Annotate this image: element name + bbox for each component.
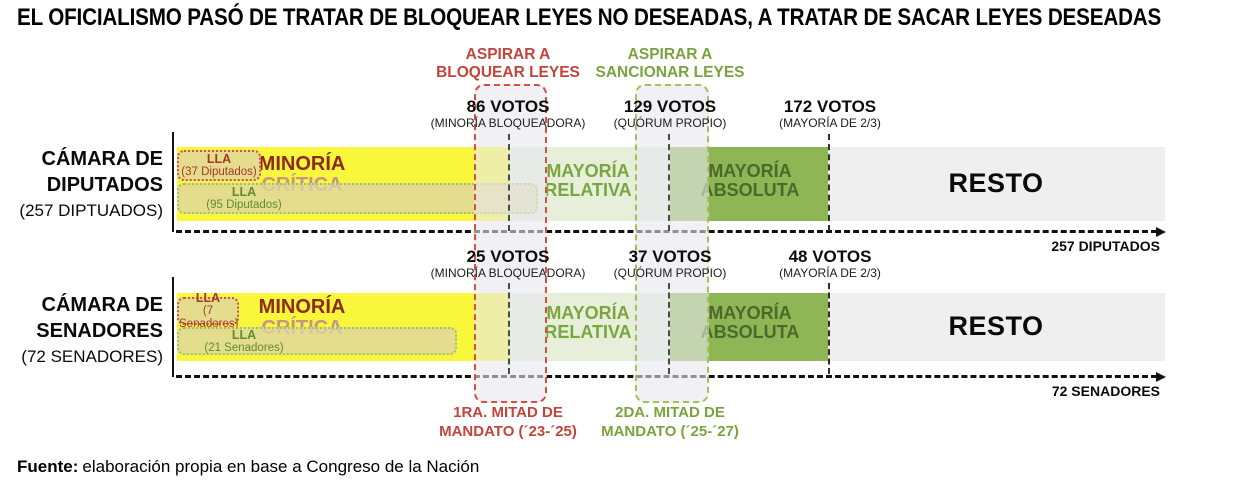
threshold-label-129: 129 VOTOS (QUÓRUM PROPIO) bbox=[575, 97, 765, 130]
page-title: EL OFICIALISMO PASÓ DE TRATAR DE BLOQUEA… bbox=[17, 4, 1162, 31]
lla-detail: (95 Diputados) bbox=[206, 199, 282, 211]
lla-box-7-senadores: LLA (7 Senadores) bbox=[177, 291, 239, 330]
source-note: Fuente: elaboración propia en base a Cong… bbox=[17, 457, 479, 477]
lla-detail: (21 Senadores) bbox=[204, 341, 284, 354]
threshold-votes: 37 VOTOS bbox=[628, 247, 712, 266]
annotation-line: MANDATO (´23-´25) bbox=[439, 423, 577, 440]
chamber-name: DIPUTADOS bbox=[46, 174, 163, 196]
lla-box-37-diputados: LLA (37 Diputados) bbox=[177, 150, 261, 181]
lla-text: LLA (7 Senadores) bbox=[179, 291, 238, 331]
annotation-mandato-1: 1RA. MITAD DE MANDATO (´23-´25) bbox=[418, 403, 598, 441]
lla-text: LLA (95 Diputados) bbox=[179, 185, 309, 212]
threshold-votes: 86 VOTOS bbox=[466, 97, 550, 116]
chamber-seats: (257 DIPTUADOS) bbox=[19, 201, 163, 220]
threshold-desc: (MAYORÍA DE 2/3) bbox=[779, 116, 881, 130]
segment-label-line: ABSOLUTA bbox=[700, 322, 800, 342]
lla-name: LLA bbox=[231, 185, 257, 199]
lla-box-21-senadores: LLA (21 Senadores) bbox=[177, 327, 457, 355]
threshold-label-25: 25 VOTOS (MINORÍA BLOQUEADORA) bbox=[413, 247, 603, 280]
threshold-line-37 bbox=[668, 283, 670, 374]
threshold-votes: 129 VOTOS bbox=[623, 97, 717, 116]
lla-name: LLA bbox=[206, 152, 232, 166]
annotation-line: 2DA. MITAD DE bbox=[615, 404, 725, 421]
segment-label-mayoria-absoluta: MAYORÍA ABSOLUTA bbox=[690, 162, 810, 200]
threshold-line-129 bbox=[668, 134, 670, 231]
threshold-line-25 bbox=[508, 283, 510, 374]
lla-name: LLA bbox=[195, 291, 221, 305]
segment-label-resto: RESTO bbox=[948, 311, 1044, 341]
axis-label-diputados: 257 DIPUTADOS bbox=[1051, 238, 1160, 254]
axis-arrowhead bbox=[1156, 227, 1166, 237]
segment-label-line: MAYORÍA bbox=[708, 161, 792, 181]
lla-text: LLA (37 Diputados) bbox=[179, 152, 259, 179]
chamber-seats: (72 SENADORES) bbox=[21, 347, 163, 366]
annotation-line: MANDATO (´25-´27) bbox=[601, 423, 739, 440]
chamber-name: CÁMARA DE bbox=[41, 294, 163, 316]
threshold-desc: (QUÓRUM PROPIO) bbox=[613, 116, 727, 130]
axis-label-senadores: 72 SENADORES bbox=[1051, 383, 1160, 399]
segment-label-resto: RESTO bbox=[948, 168, 1044, 198]
y-axis-senadores bbox=[172, 277, 174, 377]
segment-label-mayoria-relativa: MAYORÍA RELATIVA bbox=[528, 162, 648, 200]
annotation-line: 1RA. MITAD DE bbox=[453, 404, 563, 421]
axis-arrowhead bbox=[1156, 372, 1166, 382]
chamber-name: CÁMARA DE bbox=[41, 148, 163, 170]
segment-label-mayoria-absoluta: MAYORÍA ABSOLUTA bbox=[690, 304, 810, 342]
segment-label-line: RELATIVA bbox=[544, 322, 632, 342]
segment-label-line: MAYORÍA bbox=[708, 303, 792, 323]
source-text: elaboración propia en base a Congreso de… bbox=[82, 457, 480, 476]
threshold-line-86 bbox=[508, 134, 510, 231]
chamber-label-senadores: CÁMARA DE SENADORES (72 SENADORES) bbox=[17, 292, 163, 369]
segment-label-line: MAYORÍA bbox=[546, 161, 630, 181]
threshold-votes: 172 VOTOS bbox=[783, 97, 877, 116]
threshold-votes: 25 VOTOS bbox=[466, 247, 550, 266]
threshold-label-86: 86 VOTOS (MINORÍA BLOQUEADORA) bbox=[413, 97, 603, 130]
annotation-aspirar-sancionar: ASPIRAR A SANCIONAR LEYES bbox=[585, 46, 755, 82]
annotation-line: SANCIONAR LEYES bbox=[595, 64, 745, 81]
threshold-line-172 bbox=[828, 134, 830, 231]
threshold-label-37: 37 VOTOS (QUÓRUM PROPIO) bbox=[575, 247, 765, 280]
segment-label-line: MAYORÍA bbox=[546, 303, 630, 323]
source-label: Fuente: bbox=[17, 457, 79, 476]
y-axis-diputados bbox=[172, 132, 174, 232]
segment-label-line: ABSOLUTA bbox=[700, 180, 800, 200]
annotation-line: BLOQUEAR LEYES bbox=[436, 64, 580, 81]
threshold-label-172: 172 VOTOS (MAYORÍA DE 2/3) bbox=[735, 97, 925, 130]
threshold-label-48: 48 VOTOS (MAYORÍA DE 2/3) bbox=[735, 247, 925, 280]
threshold-votes: 48 VOTOS bbox=[788, 247, 872, 266]
segment-label-line: MINORÍA bbox=[258, 153, 346, 175]
chamber-name: SENADORES bbox=[36, 320, 163, 342]
guide-rect-first-half bbox=[474, 84, 547, 403]
threshold-desc: (QUÓRUM PROPIO) bbox=[613, 266, 727, 280]
segment-label-line: MINORÍA bbox=[258, 296, 346, 318]
lla-detail: (37 Diputados) bbox=[181, 166, 257, 178]
threshold-desc: (MINORÍA BLOQUEADORA) bbox=[430, 266, 586, 280]
threshold-desc: (MAYORÍA DE 2/3) bbox=[779, 266, 881, 280]
lla-name: LLA bbox=[231, 327, 257, 342]
annotation-mandato-2: 2DA. MITAD DE MANDATO (´25-´27) bbox=[580, 403, 760, 441]
segment-label-line: RELATIVA bbox=[544, 180, 632, 200]
guide-rect-second-half bbox=[635, 84, 709, 403]
lla-text: LLA (21 Senadores) bbox=[179, 328, 309, 355]
chamber-label-diputados: CÁMARA DE DIPUTADOS (257 DIPTUADOS) bbox=[17, 146, 163, 223]
threshold-desc: (MINORÍA BLOQUEADORA) bbox=[430, 116, 586, 130]
annotation-line: ASPIRAR A bbox=[627, 46, 713, 63]
segment-label-mayoria-relativa: MAYORÍA RELATIVA bbox=[528, 304, 648, 342]
annotation-line: ASPIRAR A bbox=[465, 46, 551, 63]
annotation-aspirar-bloquear: ASPIRAR A BLOQUEAR LEYES bbox=[423, 46, 593, 82]
threshold-line-48 bbox=[828, 283, 830, 374]
